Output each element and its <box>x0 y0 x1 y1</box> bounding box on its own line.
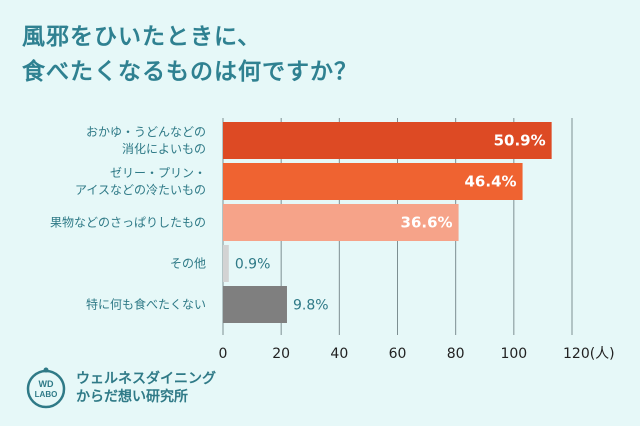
title-line-1: 風邪をひいたときに、 <box>22 24 262 50</box>
bar <box>223 122 552 159</box>
bar <box>223 163 523 200</box>
x-tick-label: 0 <box>219 346 228 362</box>
brand-block: WD LABO ウェルネスダイニング からだ想い研究所 <box>24 366 216 410</box>
category-label: ゼリー・プリン・ <box>110 166 206 180</box>
category-label: 果物などのさっぱりしたもの <box>50 216 206 230</box>
data-label: 9.8% <box>293 298 329 314</box>
category-label: その他 <box>170 257 206 271</box>
data-label: 50.9% <box>494 132 546 150</box>
logo-text-top: WD <box>39 379 54 389</box>
chart-title: 風邪をひいたときに、 食べたくなるものは何ですか？ <box>22 20 358 90</box>
x-tick-label: 80 <box>447 346 465 362</box>
bar <box>223 204 459 241</box>
x-tick-label: 120(人) <box>563 346 615 362</box>
logo-text-bottom: LABO <box>35 390 58 399</box>
data-label: 36.6% <box>401 214 453 232</box>
brand-name-line-2: からだ想い研究所 <box>76 389 188 405</box>
title-line-2: 食べたくなるものは何ですか？ <box>22 59 358 85</box>
x-tick-label: 100 <box>500 346 527 362</box>
bar <box>223 245 229 282</box>
brand-name: ウェルネスダイニング からだ想い研究所 <box>76 370 216 406</box>
data-label: 46.4% <box>465 173 517 191</box>
category-label: 消化によいもの <box>122 142 206 156</box>
category-label: アイスなどの冷たいもの <box>75 183 206 197</box>
category-label: 特に何も食べたくない <box>86 297 206 312</box>
wd-labo-logo: WD LABO <box>24 366 68 410</box>
category-label: おかゆ・うどんなどの <box>86 125 206 139</box>
data-label: 0.9% <box>235 257 271 273</box>
x-tick-label: 60 <box>389 346 407 362</box>
x-tick-label: 20 <box>272 346 290 362</box>
bar <box>223 286 287 323</box>
brand-name-line-1: ウェルネスダイニング <box>76 371 216 387</box>
x-tick-label: 40 <box>330 346 348 362</box>
